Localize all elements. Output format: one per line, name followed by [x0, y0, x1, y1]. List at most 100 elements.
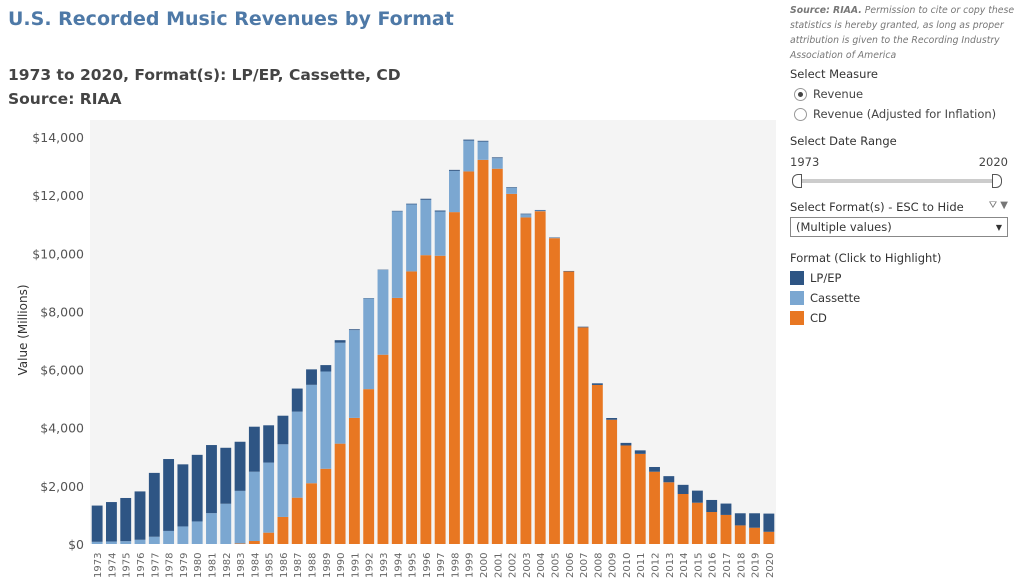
- bar-lpep-1984: [248, 426, 260, 472]
- x-tick-label: 1996: [422, 553, 433, 578]
- bar-cassette-1984: [248, 471, 260, 542]
- bar-cd-2017: [720, 514, 732, 544]
- bar-cassette-1999: [463, 140, 475, 172]
- bar-cassette-1975: [120, 541, 132, 544]
- bar-cd-2005: [549, 238, 560, 544]
- x-tick-label: 2012: [651, 553, 662, 578]
- bar-cassette-2001: [491, 158, 503, 169]
- x-tick-label: 2011: [636, 553, 647, 578]
- bar-cassette-2000: [477, 141, 489, 160]
- bar-cd-2013: [663, 482, 675, 544]
- date-range-slider[interactable]: [790, 174, 1004, 188]
- bar-cd-2010: [620, 445, 632, 544]
- bar-cd-1995: [406, 271, 417, 544]
- bar-cd-2014: [677, 493, 689, 544]
- x-tick-label: 1980: [193, 553, 204, 578]
- bar-lpep-2015: [691, 490, 703, 503]
- x-tick-label: 2006: [565, 553, 576, 578]
- radio-revenue-adjusted[interactable]: Revenue (Adjusted for Inflation): [794, 107, 1015, 121]
- x-tick-label: 2002: [508, 553, 519, 578]
- bar-cd-1984: [248, 541, 260, 544]
- date-end: 2020: [978, 155, 1008, 169]
- bar-lpep-2012: [649, 466, 660, 472]
- bar-cassette-1987: [291, 411, 303, 498]
- radio-revenue[interactable]: Revenue: [794, 87, 1015, 101]
- bar-cd-1999: [463, 171, 475, 544]
- y-tick-label: $10,000: [32, 246, 84, 261]
- legend-item-cassette[interactable]: Cassette: [790, 291, 1015, 305]
- bar-lpep-1999: [463, 139, 475, 141]
- bar-lpep-1982: [220, 447, 232, 504]
- bar-lpep-2004: [534, 209, 546, 211]
- x-tick-label: 2009: [608, 553, 619, 578]
- x-tick-label: 1992: [365, 553, 376, 578]
- x-tick-label: 1974: [107, 553, 118, 578]
- bar-lpep-2008: [591, 383, 603, 385]
- x-tick-label: 1988: [308, 553, 319, 578]
- x-tick-label: 1981: [207, 553, 218, 578]
- x-tick-label: 2008: [593, 553, 604, 578]
- bar-lpep-1989: [320, 365, 332, 372]
- format-filter-label: Select Format(s) - ESC to Hide: [790, 200, 964, 214]
- legend: Format (Click to Highlight) LP/EP Casset…: [790, 251, 1015, 325]
- x-tick-label: 2010: [622, 553, 633, 578]
- x-tick-label: 1983: [236, 553, 247, 578]
- legend-item-lpep[interactable]: LP/EP: [790, 271, 1015, 285]
- bar-lpep-2020: [763, 513, 775, 532]
- radio-empty-icon[interactable]: [794, 107, 807, 121]
- x-tick-label: 1979: [179, 553, 190, 578]
- bar-lpep-1977: [148, 472, 160, 537]
- bar-lpep-1998: [449, 169, 460, 171]
- bar-lpep-2019: [749, 513, 760, 528]
- bar-cassette-1978: [163, 530, 175, 544]
- x-tick-label: 1985: [265, 553, 276, 578]
- bar-cassette-1992: [363, 298, 375, 390]
- x-tick-label: 1993: [379, 553, 390, 578]
- bar-cassette-1994: [391, 211, 403, 298]
- bar-lpep-1987: [291, 388, 303, 412]
- x-tick-label: 1997: [436, 553, 447, 578]
- x-tick-label: 2017: [722, 553, 733, 578]
- bar-lpep-2003: [520, 213, 532, 215]
- clear-filter-icon[interactable]: ⛛: [988, 200, 998, 211]
- bar-cd-2000: [477, 159, 489, 544]
- bar-cd-2008: [591, 384, 603, 544]
- legend-item-cd[interactable]: CD: [790, 311, 1015, 325]
- x-tick-label: 2007: [579, 553, 590, 578]
- bar-cassette-2003: [520, 214, 532, 218]
- bar-cassette-1974: [106, 541, 117, 544]
- slider-handle-start[interactable]: [792, 174, 802, 188]
- bar-lpep-1985: [263, 425, 275, 463]
- bar-cd-2007: [577, 327, 589, 544]
- stacked-bar-chart: $0 $2,000 $4,000 $6,000 $8,000 $10,000 $12,000…: [16, 120, 776, 578]
- bar-cd-1990: [334, 443, 346, 544]
- legend-title: Format (Click to Highlight): [790, 251, 942, 265]
- x-tick-label: 2016: [708, 553, 719, 578]
- bar-cassette-2004: [534, 210, 546, 212]
- bar-cd-2009: [606, 419, 618, 544]
- bar-cassette-1997: [434, 211, 446, 256]
- dashboard-title: U.S. Recorded Music Revenues by Format: [8, 8, 454, 30]
- bar-cassette-1995: [406, 204, 417, 272]
- bar-lpep-2013: [663, 476, 675, 483]
- bar-lpep-2017: [720, 503, 732, 515]
- bar-cd-1992: [363, 389, 375, 544]
- bar-cd-2016: [706, 512, 718, 544]
- bar-cassette-1986: [277, 444, 289, 517]
- slider-handle-end[interactable]: [992, 174, 1002, 188]
- bar-cassette-1973: [91, 541, 103, 544]
- source-label: Source: RIAA: [8, 90, 122, 108]
- format-dropdown[interactable]: (Multiple values) ▼: [790, 217, 1008, 237]
- radio-selected-icon[interactable]: [794, 87, 807, 101]
- y-tick-label: $4,000: [40, 421, 84, 436]
- x-tick-label: 1984: [250, 553, 261, 578]
- bar-cd-1986: [277, 516, 289, 544]
- x-tick-label: 1999: [465, 553, 476, 578]
- filter-menu-icon[interactable]: ▼: [1000, 200, 1008, 211]
- bar-lpep-2007: [577, 326, 589, 328]
- bar-cassette-1977: [148, 536, 160, 544]
- x-tick-label: 2014: [679, 553, 690, 578]
- bar-lpep-1983: [234, 441, 246, 491]
- bar-cassette-1989: [320, 371, 332, 469]
- date-range: Select Date Range 1973 2020: [790, 134, 1015, 188]
